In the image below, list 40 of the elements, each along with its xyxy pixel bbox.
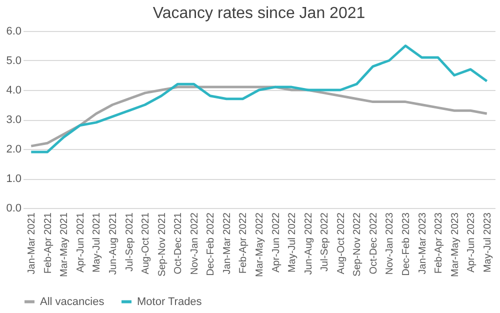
legend-label: All vacancies xyxy=(40,296,105,308)
x-tick-label: Oct-Dec 2022 xyxy=(368,212,380,274)
x-tick-label: Aug-Oct 2021 xyxy=(140,212,152,274)
x-tick-label: Mar-May 2023 xyxy=(450,212,461,277)
x-tick-label: May-Jul 2021 xyxy=(92,212,103,273)
y-tick-label: 2.0 xyxy=(6,144,22,156)
x-tick-label: Dec-Feb 2023 xyxy=(400,212,412,276)
x-tick-label: Feb-Apr 2023 xyxy=(434,212,445,274)
x-tick-label: Jan-Mar 2023 xyxy=(417,212,428,274)
x-tick-label: Jun-Aug 2022 xyxy=(303,212,314,275)
x-tick-label: May-Jul 2023 xyxy=(482,212,494,273)
x-tick-label: Apr-Jun 2021 xyxy=(75,212,86,273)
y-tick-label: 4.0 xyxy=(6,84,22,96)
x-tick-label: Jul-Sep 2022 xyxy=(320,212,331,272)
x-tick-label: Nov-Jan 2023 xyxy=(384,212,396,275)
x-tick-label: Sep-Nov 2022 xyxy=(352,212,364,276)
x-tick-label: Jun-Aug 2021 xyxy=(108,212,120,275)
x-tick-label: Jan-Mar 2021 xyxy=(26,212,38,274)
y-tick-label: 3.0 xyxy=(6,114,22,126)
x-tick-label: Oct-Dec 2021 xyxy=(173,212,184,274)
chart-title: Vacancy rates since Jan 2021 xyxy=(152,5,366,22)
x-tick-label: Feb-Apr 2021 xyxy=(42,212,54,274)
line-series xyxy=(30,44,488,154)
x-tick-label: Aug-Oct 2022 xyxy=(336,212,347,274)
y-tick-label: 5.0 xyxy=(6,55,22,67)
x-tick-label: Apr-Jun 2023 xyxy=(466,212,478,273)
x-tick-label: Feb-Apr 2022 xyxy=(238,212,250,274)
y-tick-label: 1.0 xyxy=(6,173,22,185)
x-tick-label: Sep-Nov 2021 xyxy=(156,212,168,276)
legend-label: Motor Trades xyxy=(137,296,202,308)
y-tick-label: 0.0 xyxy=(6,202,22,214)
y-tick-label: 6.0 xyxy=(6,26,22,38)
x-tick-label: Dec-Feb 2022 xyxy=(206,212,217,276)
x-tick-label: Nov-Jan 2022 xyxy=(189,212,200,275)
x-tick-label: Mar-May 2022 xyxy=(254,212,266,277)
x-tick-label: Apr-Jun 2022 xyxy=(270,212,282,273)
x-tick-label: Mar-May 2021 xyxy=(59,212,70,277)
x-tick-label: Jul-Sep 2021 xyxy=(124,212,136,272)
x-tick-label: May-Jul 2022 xyxy=(287,212,298,273)
x-tick-label: Jan-Mar 2022 xyxy=(222,212,233,274)
